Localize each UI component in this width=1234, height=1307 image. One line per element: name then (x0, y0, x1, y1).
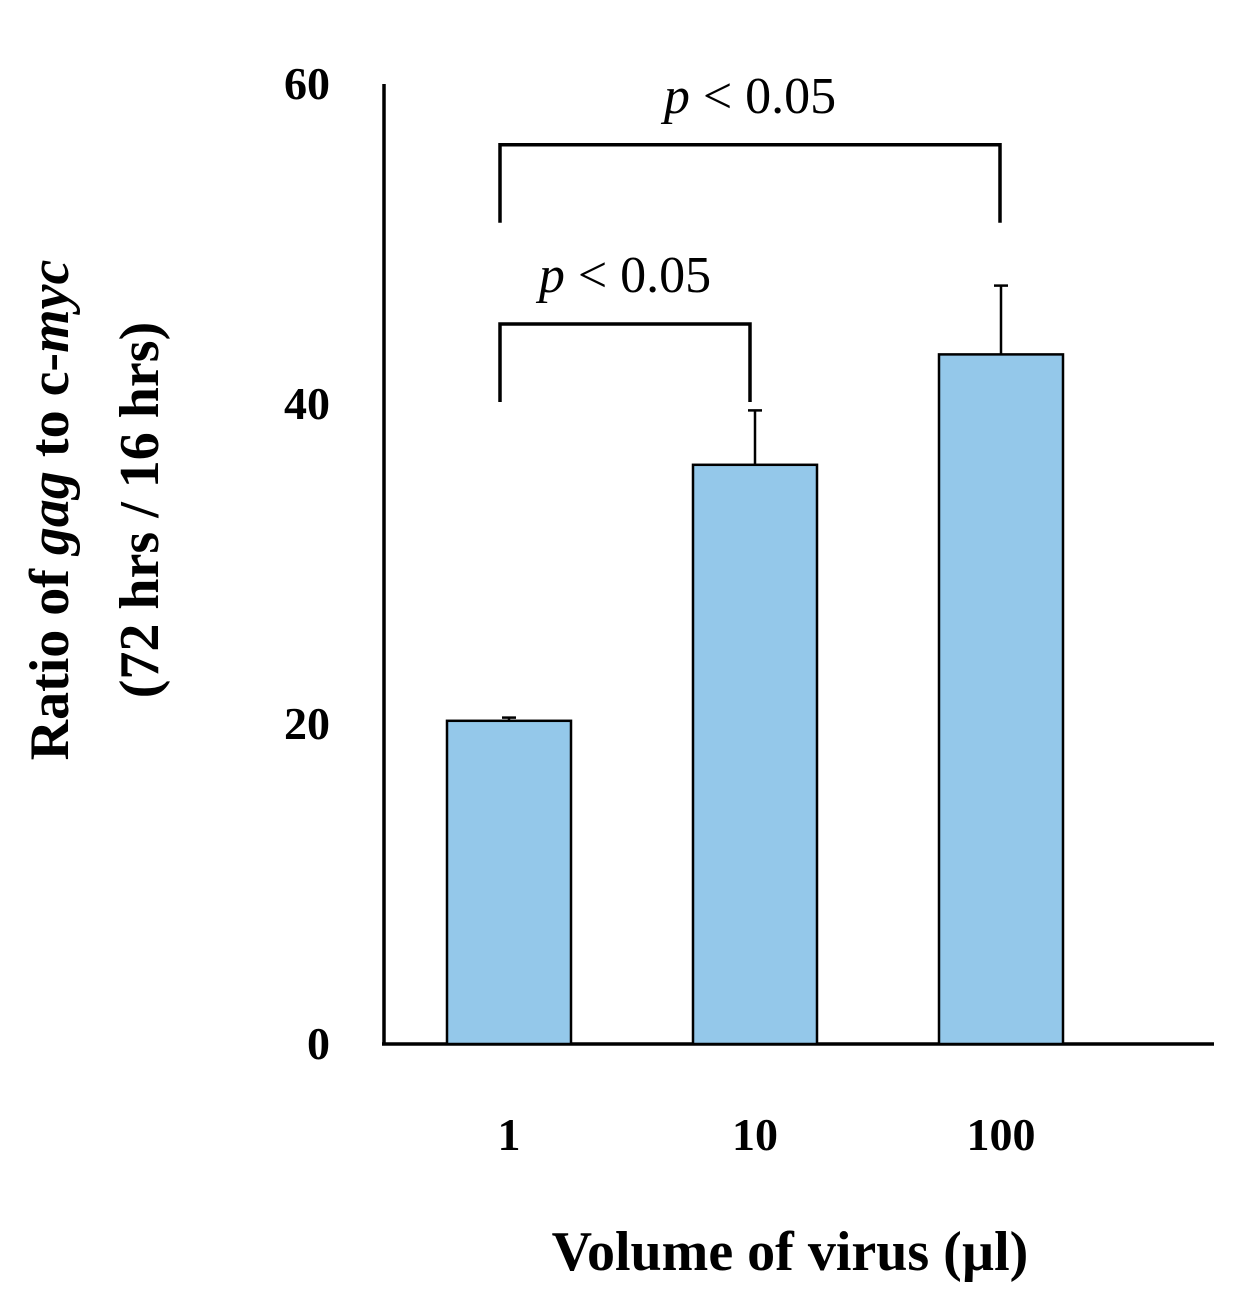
bar (937, 353, 1065, 1046)
x-tick-label: 100 (967, 1109, 1036, 1160)
significance-label: p < 0.05 (535, 247, 711, 304)
x-tick-label: 10 (732, 1109, 778, 1160)
significance-brackets: p < 0.05 p < 0.05 (498, 68, 1002, 402)
y-tick-labels: 0 20 40 60 (284, 58, 330, 1069)
y-tick-label: 40 (284, 378, 330, 429)
y-tick-label: 60 (284, 58, 330, 109)
y-axis-title-line2: (72 hrs / 16 hrs) (109, 322, 171, 698)
bars (445, 284, 1065, 1046)
x-tick-labels: 1 10 100 (498, 1109, 1036, 1160)
x-tick-label: 1 (498, 1109, 521, 1160)
y-axis-title-line1: Ratio of gag to c-myc (19, 260, 81, 761)
significance-bracket (498, 322, 752, 402)
y-tick-label: 0 (307, 1018, 330, 1069)
significance-bracket (498, 143, 1002, 223)
bar (691, 463, 819, 1046)
bar (445, 719, 573, 1046)
x-axis-title: Volume of virus (µl) (552, 1221, 1029, 1283)
y-tick-label: 20 (284, 698, 330, 749)
y-axis-title: Ratio of gag to c-myc (72 hrs / 16 hrs) (19, 260, 171, 761)
significance-label: p < 0.05 (660, 68, 836, 125)
